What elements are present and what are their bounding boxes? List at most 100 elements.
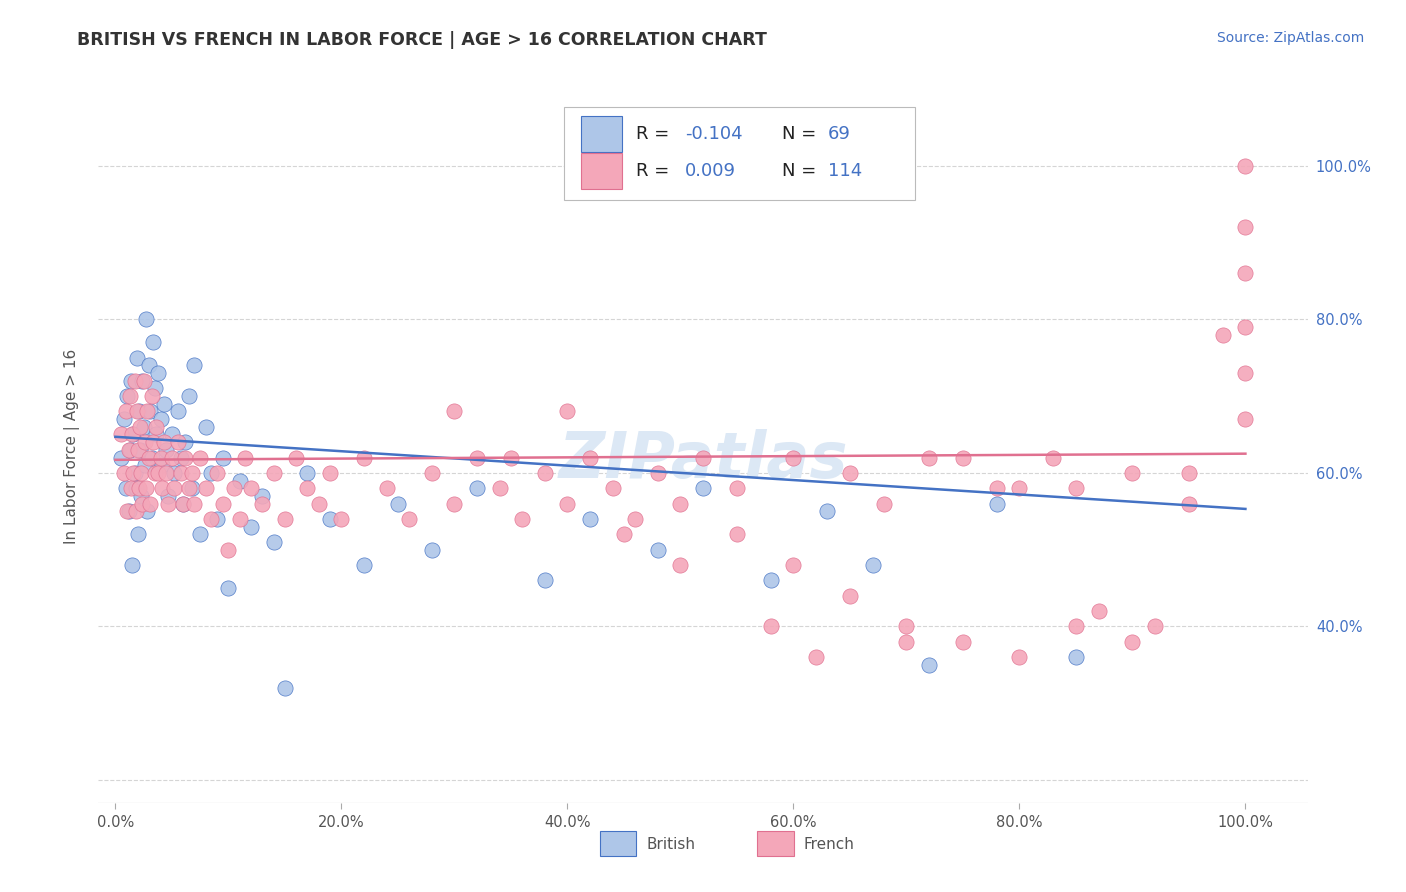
Text: French: French [803, 837, 855, 852]
Point [172, 497, 194, 511]
Point [510, 512, 533, 526]
Point [624, 512, 647, 526]
Point [124, 374, 146, 388]
Point [1064, 650, 1087, 665]
Point [252, 497, 274, 511]
Point [181, 466, 204, 480]
Point [353, 558, 375, 572]
Point [188, 450, 211, 465]
Point [170, 450, 193, 465]
Point [150, 458, 173, 473]
Point [155, 466, 177, 480]
Point [142, 335, 165, 350]
Point [141, 450, 163, 465]
Point [129, 442, 152, 457]
Point [1042, 450, 1064, 465]
Point [759, 574, 782, 588]
Point [918, 657, 941, 672]
Point [181, 481, 204, 495]
Point [112, 466, 135, 480]
Point [1234, 320, 1257, 334]
Point [725, 527, 748, 541]
Point [1234, 159, 1257, 173]
Point [170, 466, 193, 480]
Point [1234, 366, 1257, 380]
Point [896, 634, 918, 648]
Point [263, 535, 285, 549]
Point [160, 427, 183, 442]
Y-axis label: In Labor Force | Age > 16: In Labor Force | Age > 16 [65, 349, 80, 543]
Point [228, 512, 250, 526]
Point [557, 404, 579, 418]
Point [285, 450, 308, 465]
Point [986, 497, 1008, 511]
Point [815, 504, 838, 518]
Point [308, 497, 330, 511]
Point [274, 681, 297, 695]
Point [499, 450, 522, 465]
Point [952, 450, 974, 465]
Point [135, 481, 157, 495]
Point [150, 481, 173, 495]
Point [143, 381, 166, 395]
Point [121, 427, 143, 442]
Point [862, 558, 884, 572]
Point [669, 558, 692, 572]
Text: 0.009: 0.009 [685, 162, 735, 180]
Point [952, 634, 974, 648]
Point [838, 589, 860, 603]
Point [138, 450, 160, 465]
Text: R =: R = [637, 162, 675, 180]
Point [1212, 327, 1234, 342]
Point [125, 404, 148, 418]
Text: -0.104: -0.104 [685, 125, 742, 143]
FancyBboxPatch shape [758, 831, 793, 856]
FancyBboxPatch shape [581, 153, 621, 189]
Point [533, 574, 555, 588]
Point [297, 481, 319, 495]
Point [134, 435, 156, 450]
Point [183, 359, 205, 373]
Point [166, 404, 188, 418]
Point [120, 389, 142, 403]
Point [115, 504, 138, 518]
Point [135, 312, 157, 326]
Point [986, 481, 1008, 495]
Point [217, 542, 239, 557]
Point [143, 466, 166, 480]
Point [263, 466, 285, 480]
Point [138, 359, 160, 373]
Point [1178, 466, 1201, 480]
Point [131, 466, 153, 480]
Point [233, 450, 256, 465]
Point [121, 558, 143, 572]
FancyBboxPatch shape [564, 107, 915, 200]
Point [873, 497, 896, 511]
Point [122, 427, 145, 442]
Point [1234, 412, 1257, 426]
Text: ZIPatlas: ZIPatlas [558, 429, 848, 491]
Point [122, 466, 145, 480]
Point [129, 419, 152, 434]
Point [613, 527, 636, 541]
Point [136, 504, 159, 518]
Point [128, 481, 150, 495]
Point [120, 442, 142, 457]
Point [188, 527, 211, 541]
Point [194, 481, 217, 495]
Point [228, 474, 250, 488]
Point [160, 450, 183, 465]
Point [118, 504, 141, 518]
Point [125, 351, 148, 365]
Point [132, 374, 155, 388]
Point [177, 389, 200, 403]
Point [153, 435, 176, 450]
Point [127, 442, 149, 457]
Point [163, 466, 186, 480]
Point [1064, 619, 1087, 633]
Point [782, 450, 804, 465]
Point [166, 435, 188, 450]
Point [149, 450, 172, 465]
Point [134, 458, 156, 473]
Point [669, 497, 692, 511]
